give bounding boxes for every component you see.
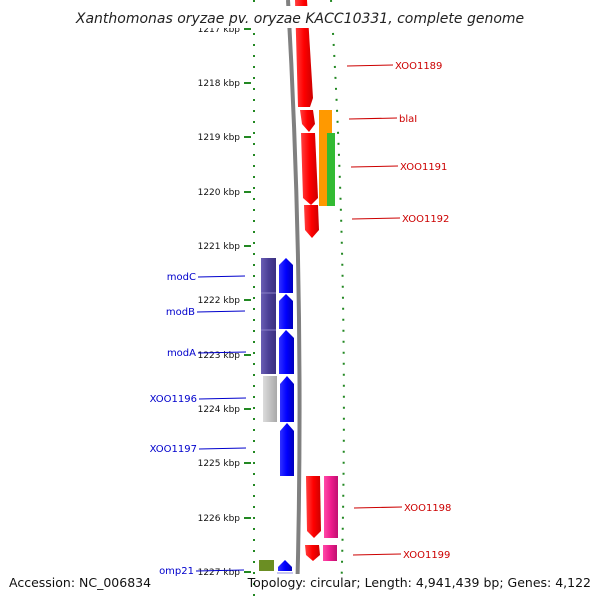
- gene-label-right[interactable]: XOO1189: [395, 61, 442, 72]
- tick-label: 1223 kbp: [198, 351, 241, 361]
- gene-arrow-blai: [300, 110, 315, 132]
- gene-leader-line: [350, 165, 399, 168]
- dotted-rings: [253, 0, 345, 600]
- gene-label-left[interactable]: XOO1197: [150, 444, 197, 455]
- gene-leader-line: [195, 569, 245, 572]
- footer-backdrop-right: [258, 574, 600, 600]
- position-ticks: 1217 kbp 1218 kbp 1219 kbp 1220 kbp 1221 kbp…: [198, 25, 251, 578]
- gene-leader-line: [197, 275, 246, 278]
- gene-label-right[interactable]: XOO1191: [400, 162, 447, 173]
- page-title: Xanthomonas oryzae pv. oryzae KACC10331,…: [75, 11, 524, 27]
- pink-feature-lower: [323, 545, 337, 561]
- gene-leader-line: [346, 64, 394, 67]
- gene-arrow-xoo1197: [280, 423, 294, 476]
- gene-leader-line: [351, 217, 401, 220]
- gene-arrow-xoo1198: [306, 476, 321, 538]
- gene-label-left[interactable]: modC: [167, 272, 196, 283]
- summary-text: Topology: circular; Length: 4,941,439 bp…: [247, 575, 591, 590]
- gene-label-left[interactable]: modA: [167, 348, 196, 359]
- tick-label: 1224 kbp: [198, 405, 241, 415]
- tick-label: 1221 kbp: [198, 242, 241, 252]
- tick-label: 1219 kbp: [198, 133, 241, 143]
- gene-label-left[interactable]: omp21: [159, 566, 194, 577]
- gene-label-right[interactable]: XOO1199: [403, 550, 450, 561]
- gene-label-left[interactable]: modB: [166, 307, 195, 318]
- gene-label-right[interactable]: XOO1192: [402, 214, 449, 225]
- reverse-features: [259, 258, 294, 600]
- gene-leader-line: [197, 351, 247, 354]
- olive-feature: [259, 560, 274, 571]
- gene-arrow-xoo1191: [301, 133, 318, 205]
- gene-leader-line: [348, 117, 398, 120]
- gene-arrow-xoo1196: [280, 376, 294, 422]
- gene-label-right[interactable]: blaI: [399, 114, 417, 125]
- gene-label-right[interactable]: XOO1198: [404, 503, 451, 514]
- gene-leader-line: [198, 447, 247, 450]
- gene-leader-line: [196, 310, 246, 313]
- title-backdrop: [60, 6, 540, 28]
- gene-arrow-xoo1199: [305, 545, 320, 561]
- gene-arrow-xoo1192: [304, 205, 319, 238]
- grey-feature: [263, 376, 277, 422]
- tick-label: 1220 kbp: [198, 188, 241, 198]
- gene-arrow-modc: [279, 258, 293, 293]
- gene-arrow-moda: [279, 330, 294, 374]
- gene-leader-line: [353, 506, 403, 509]
- genome-backbone: [286, 0, 302, 600]
- gene-leader-line: [352, 553, 402, 556]
- tick-label: 1227 kbp: [198, 568, 241, 578]
- tick-label: 1217 kbp: [198, 25, 241, 35]
- gene-label-left[interactable]: XOO1196: [150, 394, 197, 405]
- gene-arrow-omp21: [278, 560, 292, 571]
- forward-features: [295, 0, 338, 561]
- mod-operon-block: [261, 258, 276, 374]
- green-feature: [327, 133, 335, 206]
- accession-text: Accession: NC_006834: [9, 575, 151, 590]
- gene-labels: XOO1189 blaI XOO1191 XOO1192 XOO1198 XOO1199 m…: [150, 61, 452, 577]
- tick-label: 1225 kbp: [198, 459, 241, 469]
- tick-label: 1226 kbp: [198, 514, 241, 524]
- gene-leader-line: [198, 397, 247, 400]
- tick-label: 1222 kbp: [198, 296, 241, 306]
- gene-arrow-modb: [279, 294, 293, 329]
- tick-label: 1218 kbp: [198, 79, 241, 89]
- pink-feature-upper: [324, 476, 338, 538]
- footer-backdrop-left: [0, 574, 160, 600]
